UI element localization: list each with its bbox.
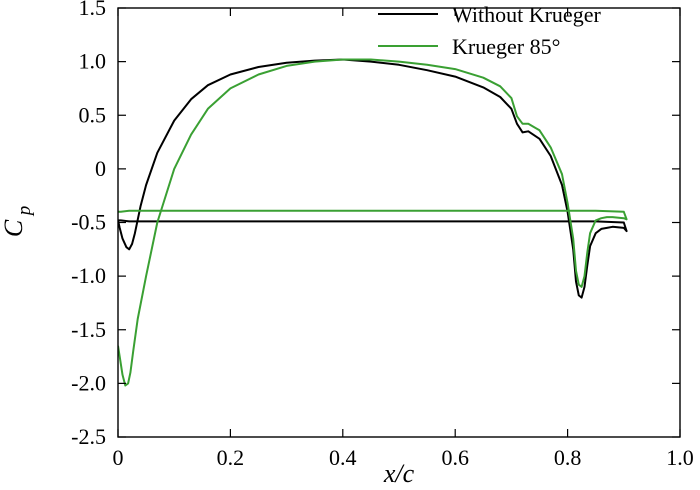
x-tick-label: 0.6 — [441, 445, 469, 470]
y-tick-label: 1.0 — [79, 49, 107, 74]
y-tick-label: -1.5 — [71, 317, 106, 342]
y-tick-label: -2.0 — [71, 370, 106, 395]
y-tick-label: 0.5 — [79, 102, 107, 127]
legend-label-0: Without Krueger — [452, 2, 601, 27]
x-tick-label: 0.2 — [217, 445, 245, 470]
y-tick-label: 0 — [95, 156, 106, 181]
y-tick-label: -1.0 — [71, 263, 106, 288]
ticks: 0 0.2 0.4 0.6 0.8 1.0 1.5 1.0 0.5 0 -0.5 -1.0 -1.5 -2… — [71, 0, 694, 470]
series-line-0 — [118, 58, 628, 299]
legend-label-1: Krueger 85° — [452, 34, 560, 59]
x-tick-label: 0.8 — [554, 445, 582, 470]
series-layer — [118, 58, 628, 387]
x-tick-label: 0 — [113, 445, 124, 470]
y-tick-label: 1.5 — [79, 0, 107, 20]
x-tick-label: 1.0 — [666, 445, 694, 470]
y-tick-label: -0.5 — [71, 210, 106, 235]
x-axis-title: x/c — [383, 459, 415, 488]
series-line-1 — [118, 58, 628, 387]
y-axis-title-subscript: p — [14, 206, 35, 218]
legend: Without Krueger Krueger 85° — [378, 2, 601, 59]
y-axis-title: C p — [0, 206, 35, 237]
y-tick-label: -2.5 — [71, 424, 106, 449]
y-axis-title-main: C — [0, 219, 28, 237]
x-tick-label: 0.4 — [329, 445, 357, 470]
